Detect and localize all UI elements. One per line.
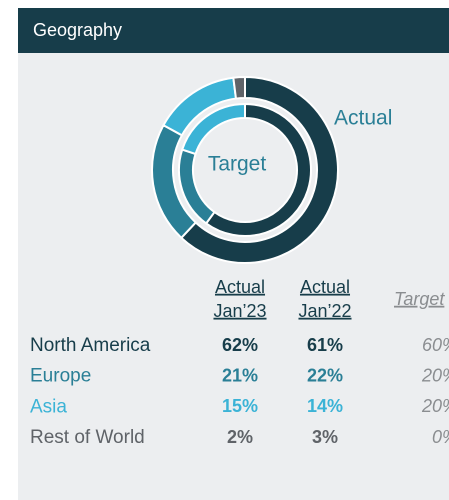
cell-actual-jan23: 21%: [222, 365, 258, 385]
header-title: Geography: [33, 20, 122, 40]
card-body: [18, 53, 449, 500]
column-header: Actual: [300, 277, 350, 297]
column-header: Jan’22: [298, 301, 351, 321]
donut-segment: [232, 75, 246, 100]
cell-target: 60%: [422, 335, 449, 355]
cell-actual-jan23: 15%: [222, 396, 258, 416]
row-label: Rest of World: [30, 427, 145, 448]
cell-target: 0%: [432, 427, 449, 447]
donut-segment: [179, 75, 339, 264]
row-label: Asia: [30, 396, 67, 417]
cell-actual-jan22: 61%: [307, 335, 343, 355]
cell-actual-jan22: 3%: [312, 427, 338, 447]
cell-actual-jan23: 2%: [227, 427, 253, 447]
cell-target: 20%: [421, 396, 449, 416]
column-header: Actual: [215, 277, 265, 297]
column-header: Jan’23: [213, 301, 266, 321]
row-label: Europe: [30, 366, 91, 387]
cell-actual-jan22: 22%: [307, 365, 343, 385]
row-label: North America: [30, 335, 151, 356]
ring-label: Target: [208, 153, 267, 176]
column-header: Target: [394, 289, 445, 309]
cell-actual-jan22: 14%: [307, 396, 343, 416]
cell-target: 20%: [421, 365, 449, 385]
ring-label: Actual: [334, 107, 392, 130]
cell-actual-jan23: 62%: [222, 335, 258, 355]
card-header: [18, 8, 449, 53]
